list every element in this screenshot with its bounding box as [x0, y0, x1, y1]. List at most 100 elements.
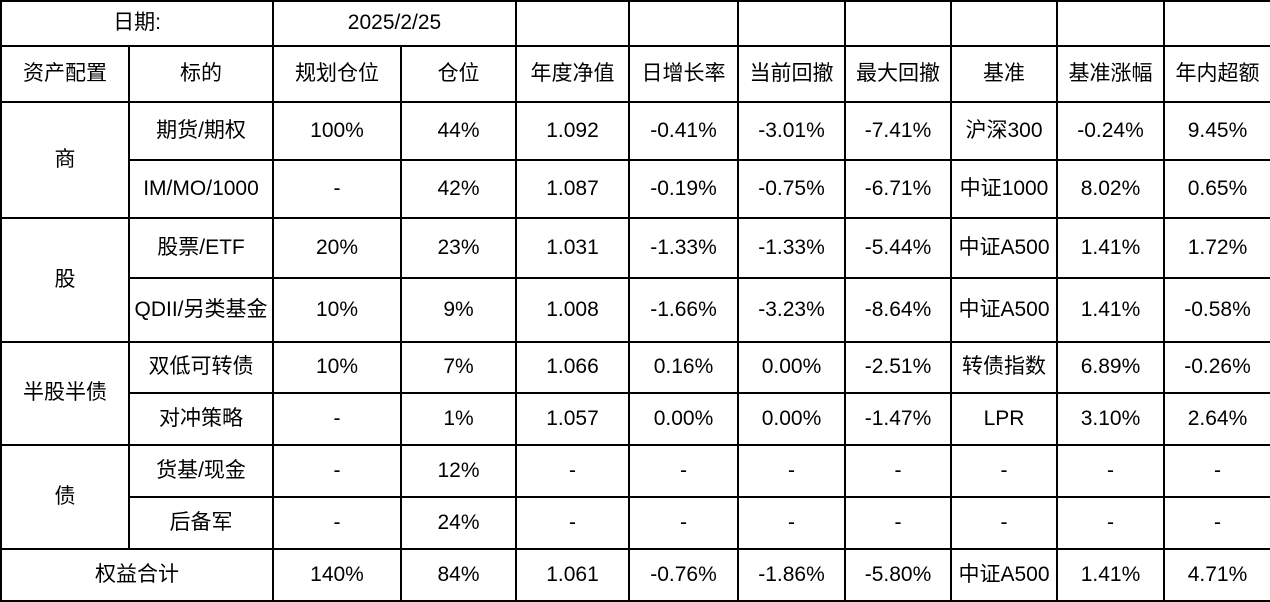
cell-annual-nav: 1.066: [515, 341, 630, 394]
table-row: IM/MO/1000 - 42% 1.087 -0.19% -0.75% -6.…: [1, 159, 1270, 219]
cell-planned-position: 10%: [272, 341, 402, 394]
cell-annual-nav: 1.061: [515, 548, 630, 602]
cell-planned-position: -: [272, 444, 402, 498]
cell-asset-group: 半股半债: [0, 341, 130, 446]
cell-max-drawdown: -5.80%: [844, 548, 952, 602]
cell-ytd-excess: -: [1163, 496, 1270, 550]
cell-annual-nav: 1.087: [515, 159, 630, 219]
total-label: 权益合计: [0, 548, 274, 602]
cell-daily-growth: 0.16%: [628, 341, 739, 394]
cell-daily-growth: -0.41%: [628, 101, 739, 161]
cell-position: 12%: [400, 444, 517, 498]
cell-annual-nav: -: [515, 496, 630, 550]
cell-ytd-excess: -0.26%: [1163, 341, 1270, 394]
cell-position: 42%: [400, 159, 517, 219]
table-row: 半股半债 双低可转债 10% 7% 1.066 0.16% 0.00% -2.5…: [0, 341, 1270, 446]
cell-current-drawdown: -: [737, 496, 846, 550]
cell-asset-group: 股: [0, 217, 130, 343]
empty-cell: [950, 0, 1058, 47]
cell-planned-position: -: [272, 392, 402, 446]
date-row: 日期: 2025/2/25: [0, 0, 1270, 47]
cell-current-drawdown: -3.01%: [737, 101, 846, 161]
cell-benchmark-change: 1.41%: [1056, 217, 1165, 279]
cell-benchmark: LPR: [950, 392, 1058, 446]
cell-max-drawdown: -6.71%: [844, 159, 952, 219]
cell-max-drawdown: -: [844, 496, 952, 550]
cell-position: 24%: [400, 496, 517, 550]
cell-current-drawdown: 0.00%: [737, 392, 846, 446]
cell-max-drawdown: -7.41%: [844, 101, 952, 161]
cell-planned-position: 100%: [272, 101, 402, 161]
cell-benchmark-change: -: [1056, 496, 1165, 550]
cell-planned-position: 10%: [272, 277, 402, 343]
cell-benchmark-change: -: [1056, 444, 1165, 498]
table-row: 股 股票/ETF 20% 23% 1.031 -1.33% -1.33% -5.…: [0, 217, 1270, 343]
empty-cell: [1056, 0, 1165, 47]
cell-target: 货基/现金: [128, 444, 274, 498]
cell-annual-nav: -: [515, 444, 630, 498]
empty-cell: [628, 0, 739, 47]
cell-target: 后备军: [128, 496, 274, 550]
cell-max-drawdown: -5.44%: [844, 217, 952, 279]
cell-benchmark: 中证A500: [950, 277, 1058, 343]
cell-planned-position: 20%: [272, 217, 402, 279]
cell-daily-growth: -: [628, 496, 739, 550]
cell-current-drawdown: -1.33%: [737, 217, 846, 279]
cell-benchmark: -: [950, 496, 1058, 550]
cell-target: 对冲策略: [128, 392, 274, 446]
header-target: 标的: [128, 45, 274, 103]
cell-position: 7%: [400, 341, 517, 394]
cell-position: 1%: [400, 392, 517, 446]
cell-planned-position: -: [272, 496, 402, 550]
cell-annual-nav: 1.008: [515, 277, 630, 343]
cell-daily-growth: -1.66%: [628, 277, 739, 343]
cell-target: QDII/另类基金: [128, 277, 274, 343]
cell-ytd-excess: 4.71%: [1163, 548, 1270, 602]
cell-benchmark-change: 6.89%: [1056, 341, 1165, 394]
header-row: 资产配置 标的 规划仓位 仓位 年度净值 日增长率 当前回撤 最大回撤 基准 基…: [0, 45, 1270, 103]
cell-current-drawdown: -0.75%: [737, 159, 846, 219]
header-ytd-excess: 年内超额: [1163, 45, 1270, 103]
cell-benchmark-change: 1.41%: [1056, 548, 1165, 602]
cell-target: 股票/ETF: [128, 217, 274, 279]
date-label: 日期:: [0, 0, 274, 47]
table-row: 后备军 - 24% - - - - - - -: [1, 496, 1270, 550]
header-position: 仓位: [400, 45, 517, 103]
empty-cell: [1163, 0, 1270, 47]
cell-max-drawdown: -1.47%: [844, 392, 952, 446]
table-row: QDII/另类基金 10% 9% 1.008 -1.66% -3.23% -8.…: [1, 277, 1270, 343]
cell-asset-group: 商: [0, 101, 130, 219]
cell-daily-growth: -0.19%: [628, 159, 739, 219]
header-planned-position: 规划仓位: [272, 45, 402, 103]
cell-daily-growth: 0.00%: [628, 392, 739, 446]
cell-ytd-excess: 0.65%: [1163, 159, 1270, 219]
total-row: 权益合计 140% 84% 1.061 -0.76% -1.86% -5.80%…: [0, 548, 1270, 602]
table-row: 债 货基/现金 - 12% - - - - - - -: [0, 444, 1270, 550]
cell-target: 双低可转债: [128, 341, 274, 394]
cell-max-drawdown: -8.64%: [844, 277, 952, 343]
cell-benchmark: -: [950, 444, 1058, 498]
cell-benchmark: 转债指数: [950, 341, 1058, 394]
cell-position: 44%: [400, 101, 517, 161]
header-benchmark-change: 基准涨幅: [1056, 45, 1165, 103]
cell-target: IM/MO/1000: [128, 159, 274, 219]
cell-planned-position: 140%: [272, 548, 402, 602]
cell-annual-nav: 1.057: [515, 392, 630, 446]
cell-ytd-excess: -: [1163, 444, 1270, 498]
cell-benchmark-change: 3.10%: [1056, 392, 1165, 446]
cell-max-drawdown: -2.51%: [844, 341, 952, 394]
cell-benchmark-change: 8.02%: [1056, 159, 1165, 219]
header-benchmark: 基准: [950, 45, 1058, 103]
cell-benchmark: 中证A500: [950, 217, 1058, 279]
empty-cell: [844, 0, 952, 47]
cell-benchmark: 中证A500: [950, 548, 1058, 602]
cell-asset-group: 债: [0, 444, 130, 550]
cell-benchmark-change: 1.41%: [1056, 277, 1165, 343]
cell-max-drawdown: -: [844, 444, 952, 498]
header-max-drawdown: 最大回撤: [844, 45, 952, 103]
cell-benchmark: 中证1000: [950, 159, 1058, 219]
cell-position: 84%: [400, 548, 517, 602]
cell-current-drawdown: 0.00%: [737, 341, 846, 394]
